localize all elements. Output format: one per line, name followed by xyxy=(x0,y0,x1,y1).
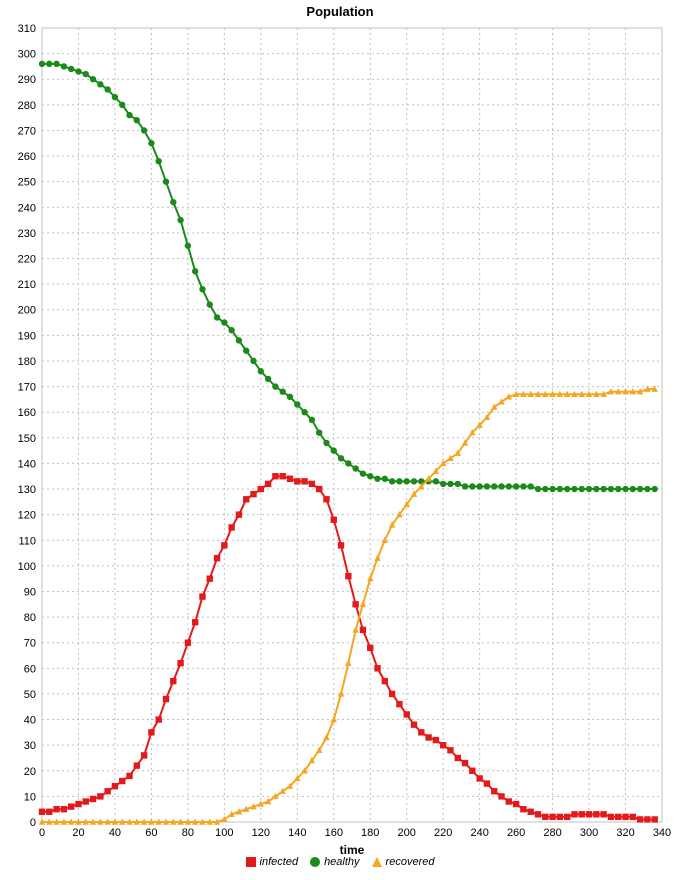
y-tick-label: 200 xyxy=(18,305,36,317)
healthy-swatch-icon xyxy=(310,857,320,867)
y-tick-label: 290 xyxy=(18,74,36,86)
x-tick-label: 280 xyxy=(543,827,561,839)
y-tick-label: 190 xyxy=(18,330,36,342)
y-tick-label: 130 xyxy=(18,484,36,496)
y-tick-label: 20 xyxy=(24,766,36,778)
y-tick-label: 280 xyxy=(18,100,36,112)
y-tick-label: 310 xyxy=(18,23,36,35)
x-tick-label: 240 xyxy=(470,827,488,839)
y-tick-label: 230 xyxy=(18,228,36,240)
y-tick-label: 90 xyxy=(24,586,36,598)
x-tick-label: 100 xyxy=(215,827,233,839)
y-tick-label: 240 xyxy=(18,202,36,214)
x-tick-label: 120 xyxy=(252,827,270,839)
y-tick-label: 110 xyxy=(18,535,36,547)
x-tick-label: 320 xyxy=(616,827,634,839)
y-tick-label: 100 xyxy=(18,561,36,573)
y-tick-label: 60 xyxy=(24,663,36,675)
y-tick-label: 30 xyxy=(24,740,36,752)
x-tick-label: 180 xyxy=(361,827,379,839)
legend-label: infected xyxy=(260,856,299,868)
x-tick-label: 80 xyxy=(182,827,194,839)
y-tick-label: 220 xyxy=(18,254,36,266)
chart-title: Population xyxy=(0,4,680,19)
x-tick-label: 20 xyxy=(72,827,84,839)
x-tick-label: 60 xyxy=(145,827,157,839)
y-tick-label: 70 xyxy=(24,638,36,650)
x-axis-label: time xyxy=(340,843,365,857)
y-tick-label: 180 xyxy=(18,356,36,368)
x-tick-label: 160 xyxy=(325,827,343,839)
y-tick-label: 10 xyxy=(24,791,36,803)
y-tick-label: 50 xyxy=(24,689,36,701)
legend-label: recovered xyxy=(386,856,435,868)
infected-swatch-icon xyxy=(246,857,256,867)
y-tick-label: 270 xyxy=(18,125,36,137)
x-tick-label: 260 xyxy=(507,827,525,839)
legend-label: healthy xyxy=(324,856,359,868)
legend-item-infected: infected xyxy=(246,856,299,868)
chart-canvas: 0204060801001201401601802002202402602803… xyxy=(0,0,680,880)
y-tick-label: 300 xyxy=(18,49,36,61)
legend-item-recovered: recovered xyxy=(372,856,435,868)
y-tick-label: 40 xyxy=(24,715,36,727)
x-tick-label: 200 xyxy=(398,827,416,839)
y-tick-label: 150 xyxy=(18,433,36,445)
x-tick-label: 40 xyxy=(109,827,121,839)
chart-legend: infected healthy recovered xyxy=(0,856,680,870)
x-tick-label: 140 xyxy=(288,827,306,839)
recovered-swatch-icon xyxy=(372,857,382,867)
x-tick-label: 0 xyxy=(39,827,45,839)
x-tick-label: 220 xyxy=(434,827,452,839)
x-tick-label: 300 xyxy=(580,827,598,839)
y-tick-label: 210 xyxy=(18,279,36,291)
legend-item-healthy: healthy xyxy=(310,856,359,868)
y-tick-label: 170 xyxy=(18,382,36,394)
y-tick-label: 250 xyxy=(18,177,36,189)
y-tick-label: 260 xyxy=(18,151,36,163)
y-tick-label: 160 xyxy=(18,407,36,419)
y-tick-label: 140 xyxy=(18,458,36,470)
x-tick-label: 340 xyxy=(653,827,671,839)
population-chart: Population 02040608010012014016018020022… xyxy=(0,0,680,880)
y-tick-label: 0 xyxy=(30,817,36,829)
y-tick-label: 80 xyxy=(24,612,36,624)
y-tick-label: 120 xyxy=(18,510,36,522)
